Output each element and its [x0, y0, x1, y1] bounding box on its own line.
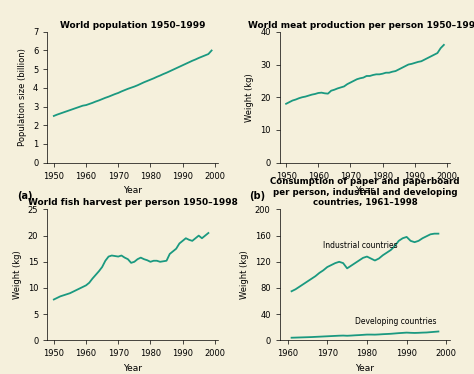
- Title: World meat production per person 1950–1999: World meat production per person 1950–19…: [248, 21, 474, 30]
- X-axis label: Year: Year: [356, 186, 374, 195]
- X-axis label: Year: Year: [123, 186, 142, 195]
- Text: (b): (b): [249, 191, 265, 202]
- Title: World population 1950–1999: World population 1950–1999: [60, 21, 205, 30]
- Y-axis label: Weight (kg): Weight (kg): [246, 73, 255, 122]
- X-axis label: Year: Year: [123, 364, 142, 373]
- Text: Developing countries: Developing countries: [355, 317, 437, 326]
- Text: Industrial countries: Industrial countries: [323, 241, 398, 250]
- Title: World fish harvest per person 1950–1998: World fish harvest per person 1950–1998: [28, 198, 237, 207]
- X-axis label: Year: Year: [356, 364, 374, 373]
- Y-axis label: Weight (kg): Weight (kg): [240, 251, 249, 299]
- Y-axis label: Weight (kg): Weight (kg): [13, 251, 22, 299]
- Title: Consumption of paper and paperboard
per person, industrial and developing
countr: Consumption of paper and paperboard per …: [270, 178, 460, 207]
- Text: (a): (a): [17, 191, 32, 202]
- Y-axis label: Population size (billion): Population size (billion): [18, 48, 27, 146]
